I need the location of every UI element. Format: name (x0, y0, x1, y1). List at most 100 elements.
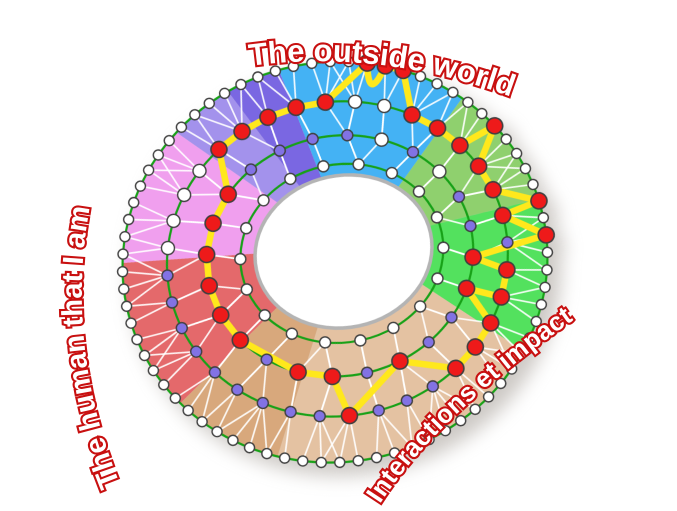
spoke (236, 358, 268, 391)
spoke (318, 415, 323, 464)
node-purple (175, 321, 188, 335)
node-white (388, 447, 401, 459)
node-red (457, 279, 476, 298)
spoke (406, 399, 430, 441)
spoke (143, 327, 183, 357)
node-red (428, 119, 447, 137)
spoke (147, 169, 186, 196)
sector-tan-dark (180, 306, 319, 457)
node-red (498, 261, 516, 279)
node-white (462, 96, 474, 108)
node-purple (244, 163, 258, 176)
spoke (162, 350, 198, 386)
node-red (211, 306, 230, 324)
node-purple (165, 296, 179, 309)
node-red (481, 314, 500, 332)
node-white (252, 71, 264, 83)
node-red (451, 136, 469, 155)
node-purple (445, 311, 458, 324)
node-white (414, 70, 427, 83)
node-red (391, 352, 409, 370)
sector-pink (122, 132, 279, 263)
node-white (125, 317, 137, 329)
spoke (124, 235, 169, 249)
spoke (143, 350, 198, 357)
node-white (285, 327, 299, 340)
node-white-major (377, 98, 392, 114)
node-purple (273, 144, 286, 157)
node-white (352, 158, 365, 171)
node-white (500, 133, 512, 145)
node-white (447, 86, 459, 99)
node-white (120, 300, 133, 312)
node-white-major (432, 164, 447, 179)
spoke (301, 415, 321, 462)
node-red (323, 367, 342, 386)
node-red (403, 106, 421, 124)
node-white (455, 414, 467, 427)
node-red (287, 98, 305, 117)
node-white (169, 392, 182, 404)
node-red (493, 206, 512, 225)
node-white (142, 164, 155, 176)
node-white (476, 107, 488, 120)
node-white (523, 332, 536, 344)
node-red (219, 185, 237, 204)
node-white (163, 134, 175, 147)
node-white (158, 379, 170, 391)
donut-group (116, 54, 555, 469)
node-white (412, 185, 426, 198)
node-red (484, 180, 502, 199)
node-purple (313, 409, 326, 423)
spoke (261, 402, 268, 455)
node-white (258, 309, 271, 322)
spoke (265, 411, 292, 455)
spoke (157, 154, 201, 172)
node-white (134, 180, 147, 192)
node-white-major (166, 213, 181, 229)
node-white (218, 87, 231, 100)
node-white (541, 246, 554, 259)
node-purple (256, 396, 270, 410)
node-purple (406, 145, 420, 159)
node-white (257, 194, 270, 207)
node-white (243, 441, 256, 454)
node-white (131, 333, 143, 346)
node-white-major (192, 163, 207, 179)
node-white (334, 456, 346, 469)
spoke (122, 247, 169, 255)
spoke (147, 169, 201, 172)
node-white (235, 78, 247, 91)
node-white (306, 57, 318, 69)
node-white (414, 300, 427, 313)
node-purple (422, 335, 435, 349)
node-white (119, 231, 131, 243)
node-white (324, 55, 336, 68)
node-white (240, 283, 253, 296)
node-white (211, 425, 223, 438)
node-purple (208, 366, 222, 379)
node-red (233, 122, 251, 141)
node-red (316, 93, 335, 112)
spoke (431, 385, 447, 432)
node-white (387, 321, 400, 335)
node-white (227, 434, 239, 447)
node-red (466, 338, 485, 356)
node-white (527, 178, 539, 191)
node-white-major (160, 240, 176, 256)
label-human-that-i-am-text: The human that I am (55, 201, 129, 495)
node-red (464, 248, 482, 266)
node-white (189, 109, 201, 121)
node-white (423, 433, 435, 446)
spoke (431, 385, 462, 422)
node-white (370, 451, 383, 464)
node-white (317, 160, 330, 173)
node-white-major (347, 94, 363, 109)
node-red (204, 214, 222, 233)
node-white (495, 377, 507, 390)
node-white (530, 315, 542, 328)
node-white (510, 147, 523, 160)
node-red (289, 363, 307, 381)
node-red (197, 245, 216, 264)
